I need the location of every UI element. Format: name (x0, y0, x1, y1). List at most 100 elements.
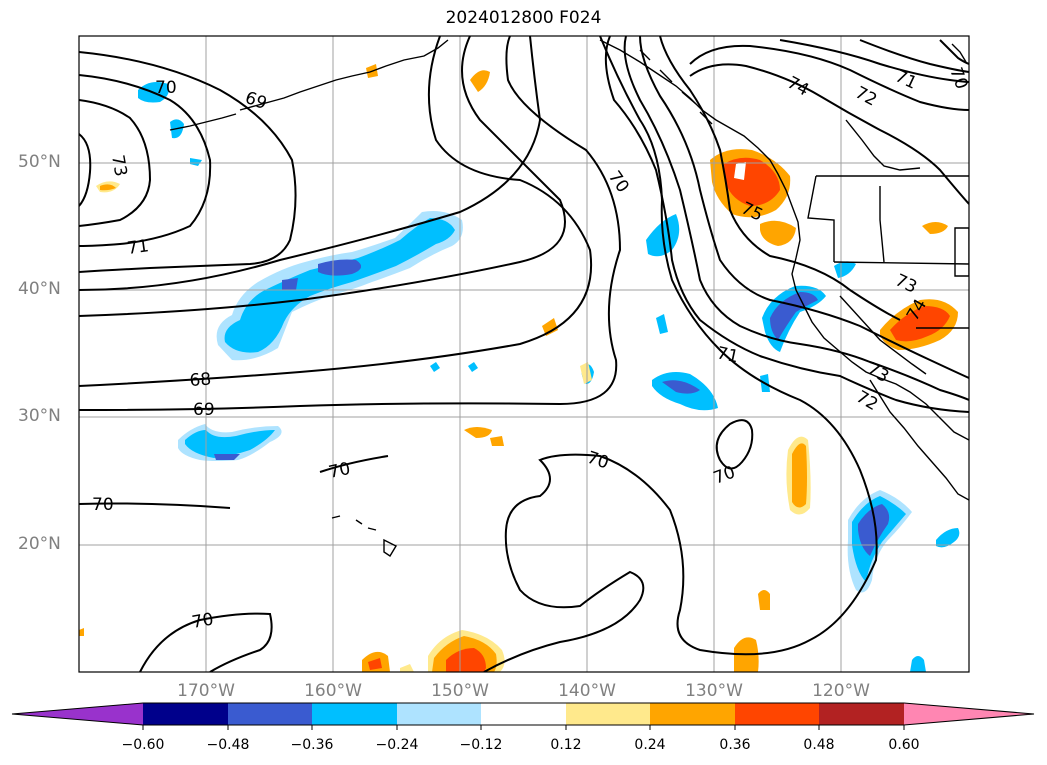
negative-anomaly-area (910, 656, 926, 672)
positive-anomaly-area (446, 648, 486, 672)
longitude-label: 140°W (558, 681, 616, 701)
contour-label: 73 (892, 270, 920, 297)
contour-line (79, 502, 231, 509)
graticule (79, 36, 969, 672)
negative-anomaly-area (190, 158, 202, 166)
contour-label: 71 (892, 66, 920, 93)
strong-negative-anomaly (858, 504, 890, 556)
colorbar-high-extend (904, 703, 1034, 725)
contour-label: 70 (584, 448, 611, 474)
colorbar-tick-label: −0.24 (375, 737, 419, 753)
contour-line (604, 36, 969, 413)
colorbar-segment (650, 703, 735, 725)
contour-line (79, 36, 593, 387)
contour-label: 74 (784, 73, 812, 101)
contour-label: 71 (126, 236, 150, 259)
positive-anomaly-area (922, 222, 948, 234)
map-frame (78, 35, 970, 673)
strong-negative-anomaly (662, 380, 700, 394)
positive-anomaly-area (368, 658, 382, 670)
latitude-label: 20°N (18, 534, 61, 554)
negative-anomaly-area (430, 362, 440, 372)
colorbar-tick-label: 0.36 (719, 737, 751, 753)
negative-anomaly-band (224, 218, 455, 353)
positive-anomaly-area (100, 184, 116, 191)
longitude-label: 130°W (685, 681, 743, 701)
contour-label: 70 (92, 495, 114, 515)
contour-label: 70 (945, 65, 971, 92)
contour-line (715, 419, 754, 470)
colorbar-segment (312, 703, 397, 725)
contour-line (319, 455, 389, 473)
colorbar-tick-label: −0.12 (459, 737, 503, 753)
contour-label: 70 (604, 167, 633, 196)
contour-line (939, 39, 969, 65)
contour-label: 72 (852, 83, 880, 111)
contour-line (689, 63, 969, 205)
contour-line (79, 36, 566, 317)
contour-line (623, 36, 969, 401)
negative-anomaly-area (468, 362, 478, 372)
colorbar-segment (566, 703, 650, 725)
positive-anomaly-area (580, 362, 592, 384)
longitude-label: 150°W (431, 681, 489, 701)
colorbar-tick-label: −0.60 (121, 737, 165, 753)
positive-anomaly-area (400, 664, 414, 672)
contour-label: 69 (242, 88, 269, 114)
colorbar-segment (228, 703, 312, 725)
contour-line (79, 99, 152, 227)
positive-anomaly-area (758, 590, 770, 610)
contour-line (79, 74, 212, 247)
positive-anomaly-area (890, 306, 950, 342)
negative-anomaly-area (936, 528, 960, 548)
positive-anomaly-area (792, 443, 807, 508)
map-title: 2024012800 F024 (445, 8, 602, 28)
colorbar-segment (481, 703, 566, 725)
colorbar-tick-label: 0.24 (634, 737, 666, 753)
latitude-label: 50°N (18, 152, 61, 172)
contour-label: 70 (190, 609, 215, 632)
negative-anomaly-area (185, 430, 275, 458)
strong-negative-anomaly (318, 259, 362, 276)
contour-line (779, 39, 969, 83)
anomaly-shading (79, 64, 960, 672)
longitude-label: 170°W (177, 681, 235, 701)
contour-line (483, 36, 878, 672)
contour-label: 73 (107, 153, 130, 178)
contour-label: 69 (193, 400, 215, 420)
coastlines (169, 39, 969, 557)
contour-line (659, 36, 901, 321)
neutral-area (734, 162, 746, 180)
contour-line (139, 612, 273, 672)
colorbar-segment (819, 703, 904, 725)
longitude-label: 120°W (812, 681, 870, 701)
contour-line (859, 39, 969, 73)
longitude-label: 160°W (304, 681, 362, 701)
colorbar (11, 702, 1035, 730)
colorbar-low-extend (12, 703, 143, 725)
contour-line (79, 36, 542, 291)
positive-anomaly-area (79, 628, 84, 636)
colorbar-segment (143, 703, 228, 725)
colorbar-tick-label: 0.60 (888, 737, 920, 753)
contour-label: 71 (715, 343, 740, 367)
map-area: 70 69 73 71 68 69 70 70 70 70 75 74 72 7… (79, 36, 971, 672)
height-contours (79, 36, 969, 672)
strong-negative-anomaly (214, 454, 240, 460)
strong-negative-anomaly (770, 292, 818, 340)
contour-line (79, 51, 297, 273)
contour-line (639, 36, 969, 379)
positive-anomaly-area (760, 220, 796, 246)
contour-line (689, 44, 969, 111)
contour-label: 70 (327, 459, 352, 483)
negative-anomaly-area (656, 314, 668, 334)
negative-anomaly-area (834, 261, 856, 278)
colorbar-segment (397, 703, 481, 725)
contour-label: 70 (155, 78, 177, 98)
colorbar-tick-label: 0.48 (803, 737, 835, 753)
contour-label: 68 (189, 370, 212, 391)
positive-anomaly-area (464, 427, 492, 438)
positive-anomaly-area (542, 318, 558, 336)
contour-line (79, 36, 622, 411)
